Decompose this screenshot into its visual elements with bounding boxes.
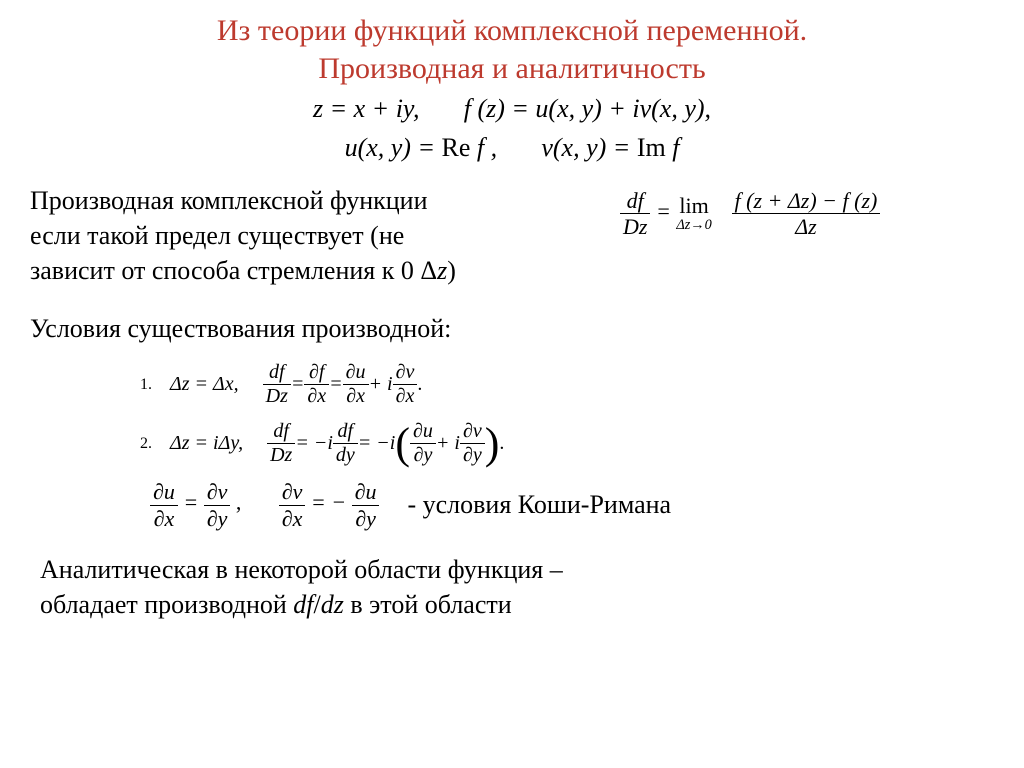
dfdz-num: df <box>620 189 650 214</box>
cr-frac2: ∂v∂y <box>204 480 231 529</box>
p1-line1: Производная комплексной функции <box>30 186 428 215</box>
cond2-lhs: Δz = iΔy, <box>170 432 243 455</box>
dfdz-den: Dz <box>620 214 650 238</box>
im-label: Im <box>637 133 666 162</box>
c2-frac3: ∂u∂y <box>410 421 436 466</box>
cr-frac3: ∂v∂x <box>279 480 306 529</box>
final-line2b: в этой области <box>344 590 512 619</box>
frac-limit-rhs: f (z + Δz) − f (z) Δz <box>732 189 881 238</box>
cond2-number: 2. <box>140 435 170 453</box>
cauchy-riemann-row: ∂u∂x = ∂v∂y , ∂v∂x = − ∂u∂y - условия Ко… <box>150 480 994 529</box>
limit: lim Δz→0 <box>676 195 711 232</box>
lim-sub: Δz→0 <box>676 218 711 232</box>
p1-line3a: зависит от способа стремления к 0 Δ <box>30 256 437 285</box>
c2-frac1: dfDz <box>267 421 295 466</box>
slide: Из теории функций комплексной переменной… <box>0 0 1024 768</box>
eq-z: z = x + iy, <box>313 94 420 123</box>
derivative-row: Производная комплексной функции если так… <box>30 183 994 288</box>
final-df: df <box>293 590 313 619</box>
cr-frac4: ∂u∂y <box>352 480 380 529</box>
final-line2a: обладает производной <box>40 590 293 619</box>
c1-frac1: dfDz <box>263 362 291 407</box>
cauchy-riemann-label: - условия Коши-Римана <box>407 490 671 520</box>
re-label: Re <box>442 133 471 162</box>
frac-dfdz: df Dz <box>620 189 650 238</box>
title-line2: Производная и аналитичность <box>318 52 705 85</box>
equation-uv: u(x, y) = Re f , v(x, y) = Im f <box>30 130 994 165</box>
eq-u-end: f , <box>470 133 497 162</box>
eq-v-end: f <box>666 133 680 162</box>
cond-title-text: Условия существования производной: <box>30 314 451 343</box>
eq-fz: f (z) = u(x, y) + iv(x, y), <box>464 94 711 123</box>
c2-frac4: ∂v∂y <box>460 421 485 466</box>
condition-1: 1. Δz = Δx, dfDz = ∂f∂x = ∂u∂x + i ∂v∂x … <box>140 362 994 407</box>
cauchy-riemann-equations: ∂u∂x = ∂v∂y , ∂v∂x = − ∂u∂y <box>150 480 379 529</box>
lim-rhs-den: Δz <box>732 214 881 238</box>
lim-rhs-num: f (z + Δz) − f (z) <box>732 189 881 214</box>
c1-frac2: ∂f∂x <box>304 362 329 407</box>
p1-line3b: ) <box>447 256 456 285</box>
eq-v: v(x, y) = <box>541 133 636 162</box>
cr-frac1: ∂u∂x <box>150 480 178 529</box>
c1-frac3: ∂u∂x <box>343 362 369 407</box>
equation-z-fz: z = x + iy, f (z) = u(x, y) + iv(x, y), <box>30 91 994 126</box>
eq-u: u(x, y) = <box>345 133 442 162</box>
p1-z: z <box>437 256 447 285</box>
analytic-definition: Аналитическая в некоторой области функци… <box>40 552 994 622</box>
deriv-eq: = <box>656 199 676 224</box>
final-line1: Аналитическая в некоторой области функци… <box>40 555 563 584</box>
p1-line2: если такой предел существует (не <box>30 221 404 250</box>
lim-text: lim <box>676 195 711 217</box>
final-slash: / <box>314 590 321 619</box>
c1-frac4: ∂v∂x <box>393 362 418 407</box>
c2-frac2: dfdy <box>333 421 358 466</box>
condition-2: 2. Δz = iΔy, dfDz = −i dfdy = −i ( ∂u∂y … <box>140 421 994 466</box>
cond1-lhs: Δz = Δx, <box>170 373 239 396</box>
conditions-heading: Условия существования производной: <box>30 314 994 344</box>
page-title: Из теории функций комплексной переменной… <box>30 0 994 87</box>
cond1-number: 1. <box>140 376 170 394</box>
final-dz: dz <box>321 590 344 619</box>
title-line1: Из теории функций комплексной переменной… <box>217 14 807 47</box>
derivative-formula: df Dz = lim Δz→0 f (z + Δz) − f (z) Δz <box>620 183 880 238</box>
conditions-list: 1. Δz = Δx, dfDz = ∂f∂x = ∂u∂x + i ∂v∂x … <box>140 362 994 466</box>
derivative-paragraph: Производная комплексной функции если так… <box>30 183 590 288</box>
